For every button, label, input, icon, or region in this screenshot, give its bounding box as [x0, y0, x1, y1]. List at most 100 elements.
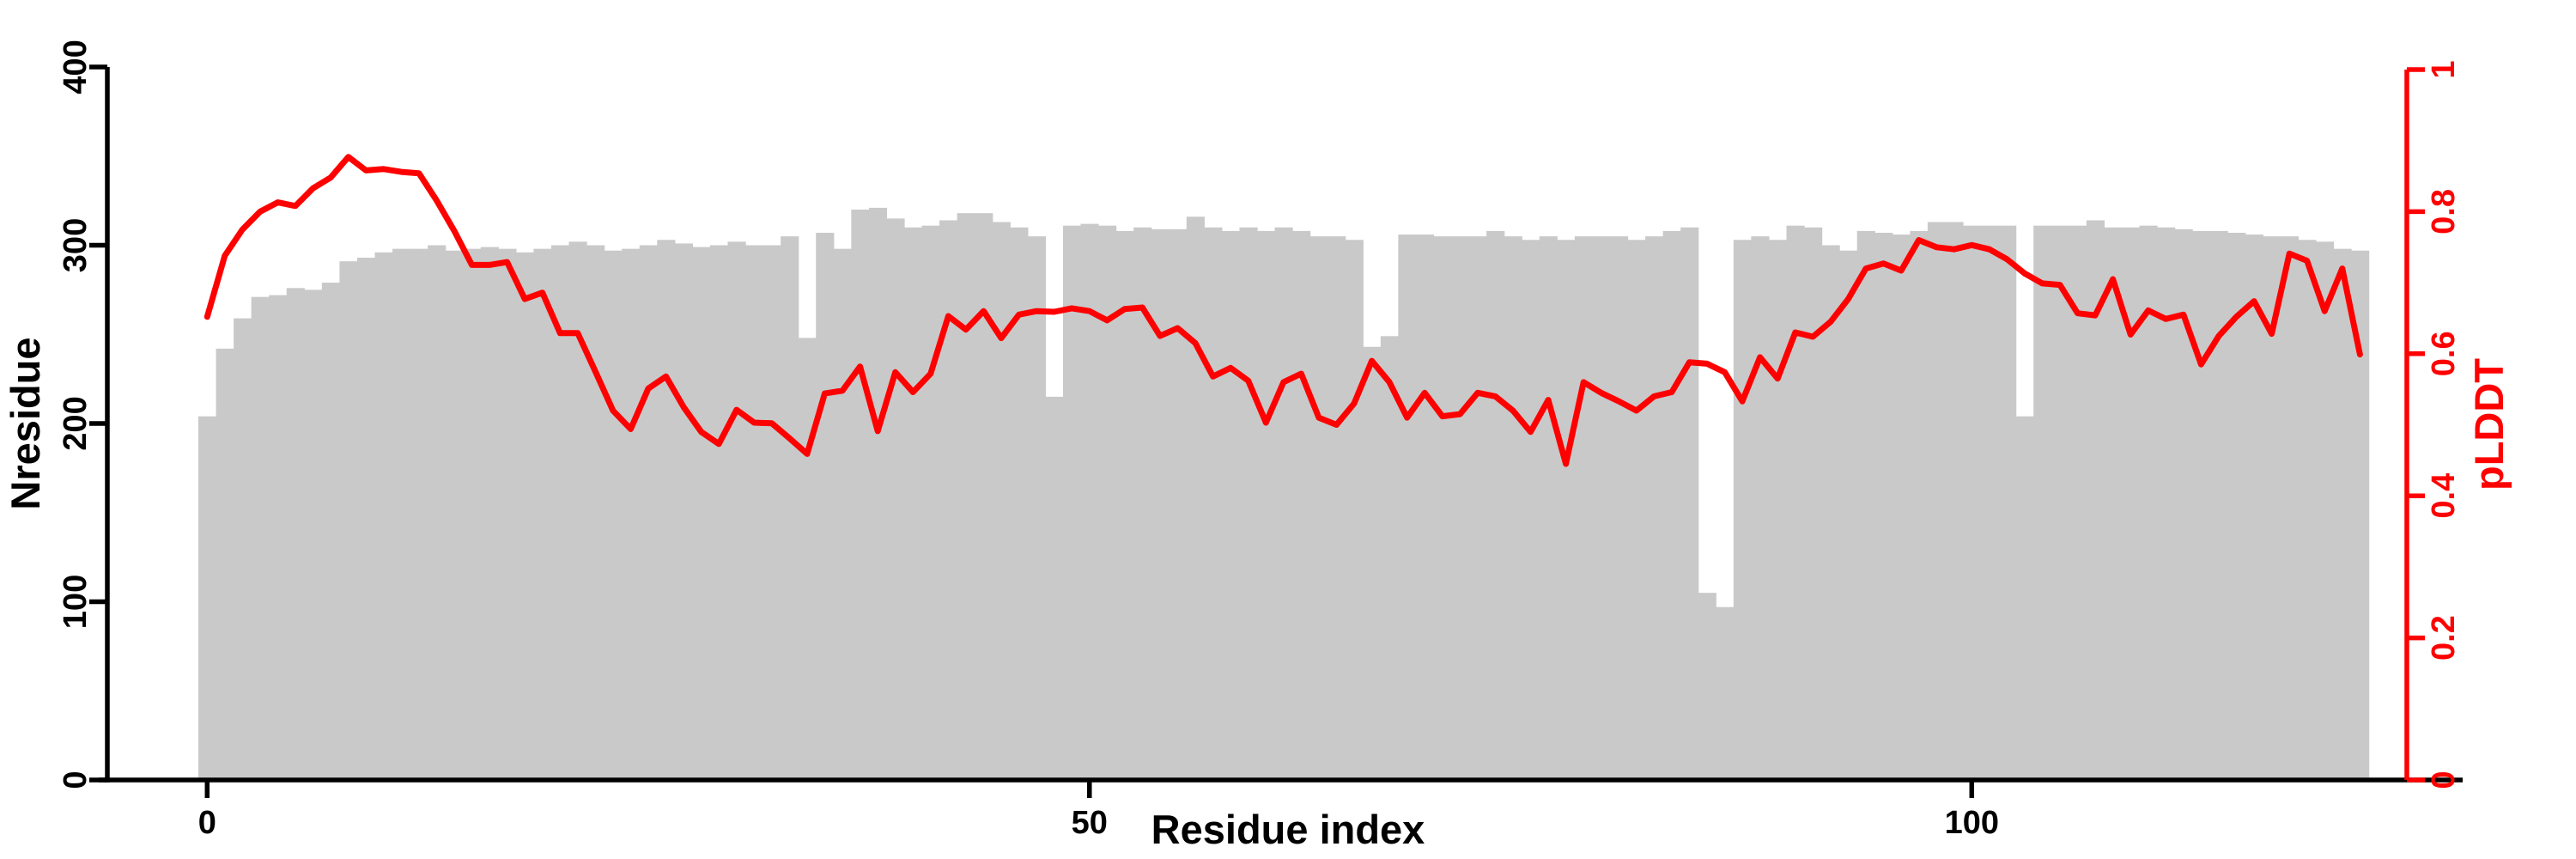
bar-residue: [568, 241, 587, 781]
bar-residue: [586, 245, 605, 780]
bar-residue: [709, 245, 729, 780]
bar-residue: [2263, 236, 2281, 781]
bar-residue: [1645, 236, 1664, 781]
bar-residue: [1257, 230, 1276, 780]
bar-residue: [1115, 230, 1134, 780]
bar-residue: [551, 245, 570, 780]
bar-residue: [198, 416, 217, 780]
bar-residue: [356, 258, 376, 780]
bar-residue: [269, 295, 288, 781]
bar-residue: [1733, 240, 1752, 780]
plddt-line: [204, 154, 2363, 467]
bar-residue: [1963, 225, 1982, 780]
bar-residue: [1468, 236, 1487, 781]
bar-residue: [463, 248, 482, 780]
bar-residue: [1062, 225, 1082, 780]
bar-residue: [1098, 225, 1117, 780]
bar-residue: [1627, 240, 1646, 780]
bar-residue: [1980, 225, 1999, 780]
bar-residue: [1998, 225, 2017, 780]
line-group: [204, 154, 2363, 467]
y-left-tick-label: 0: [58, 771, 94, 789]
bar-residue: [286, 288, 305, 780]
bar-residue: [2157, 227, 2176, 780]
bar-residue: [2069, 225, 2087, 780]
bar-residue: [886, 218, 905, 781]
y-right-tick-label: 0.2: [2426, 615, 2462, 661]
bar-residue: [781, 236, 799, 781]
bar-residue: [2086, 220, 2105, 780]
bar-residue: [1151, 228, 1170, 780]
bar-residue: [833, 248, 852, 780]
x-tick-label: 100: [1945, 805, 1999, 841]
bar-residue: [957, 213, 975, 780]
bar-residue: [1804, 227, 1823, 780]
bar-residue: [1169, 228, 1188, 780]
bar-residue: [1363, 346, 1382, 780]
bar-residue: [1186, 216, 1205, 781]
bar-residue: [992, 222, 1011, 780]
bar-residue: [2121, 227, 2141, 780]
bar-residue: [1910, 230, 1929, 780]
y-axis-label-left: Nresidue: [3, 337, 48, 509]
bar-residue: [1292, 230, 1311, 780]
bar-residue: [2209, 230, 2228, 780]
bar-residue: [216, 348, 234, 780]
bar-residue: [1821, 245, 1840, 780]
bar-residue: [2227, 232, 2246, 781]
bar-residue: [622, 248, 641, 780]
bar-residue: [639, 245, 658, 780]
bar-residue: [762, 245, 781, 780]
bar-residue: [1433, 236, 1452, 781]
bar-residue: [727, 241, 746, 781]
bar-residue: [1680, 227, 1699, 780]
bar-residue: [2316, 241, 2335, 781]
bar-residue: [2174, 228, 2193, 780]
bar-residue: [2033, 225, 2052, 780]
bar-residue: [745, 245, 764, 780]
bar-residue: [1592, 236, 1611, 781]
bar-residue: [1309, 236, 1328, 781]
bar-residue: [798, 338, 817, 780]
bar-residue: [1839, 250, 1858, 781]
bar-residue: [1945, 222, 1964, 780]
bar-residue: [1045, 396, 1064, 780]
bar-residue: [1610, 236, 1629, 781]
bar-residue: [1080, 223, 1099, 781]
bar-residue: [1274, 227, 1293, 780]
y-left-tick-label: 200: [58, 396, 94, 450]
bar-residue: [1398, 235, 1417, 780]
y-axis-label-right: pLDDT: [2466, 358, 2512, 490]
bar-residue: [1504, 236, 1522, 781]
bar-residue: [975, 213, 993, 780]
y-left-tick-label: 300: [58, 218, 94, 272]
x-tick-label: 50: [1072, 805, 1108, 841]
bar-residue: [2050, 225, 2069, 780]
bar-residue: [1010, 227, 1029, 780]
bar-residue: [2015, 416, 2034, 780]
bar-residue: [428, 245, 447, 780]
y-right-tick-label: 0.4: [2426, 473, 2462, 519]
bar-residue: [1768, 240, 1788, 780]
axes-group: [89, 64, 2463, 798]
bar-residue: [2192, 230, 2211, 780]
bar-residue: [445, 250, 464, 781]
bar-residue: [674, 243, 693, 780]
y-right-tick-label: 1: [2426, 60, 2462, 78]
bar-residue: [1522, 240, 1540, 780]
bar-residue: [339, 261, 358, 780]
bar-residue: [2333, 248, 2352, 780]
bar-residue: [2245, 235, 2263, 780]
bar-residue: [657, 240, 676, 780]
y-right-tick-label: 0: [2426, 771, 2462, 789]
x-axis-label: Residue index: [1151, 807, 1425, 852]
bar-residue: [868, 207, 888, 781]
bar-residue: [2351, 250, 2370, 781]
bar-residue: [1415, 235, 1435, 780]
bar-residue: [321, 283, 340, 780]
tick-labels-group: 0 100 200 300 400 0 0.2 0.4 0.6 0.8 1 0 50 100: [58, 40, 2462, 841]
bar-residue: [498, 248, 517, 780]
bar-residue: [1557, 240, 1576, 780]
bar-residue: [1380, 336, 1399, 780]
